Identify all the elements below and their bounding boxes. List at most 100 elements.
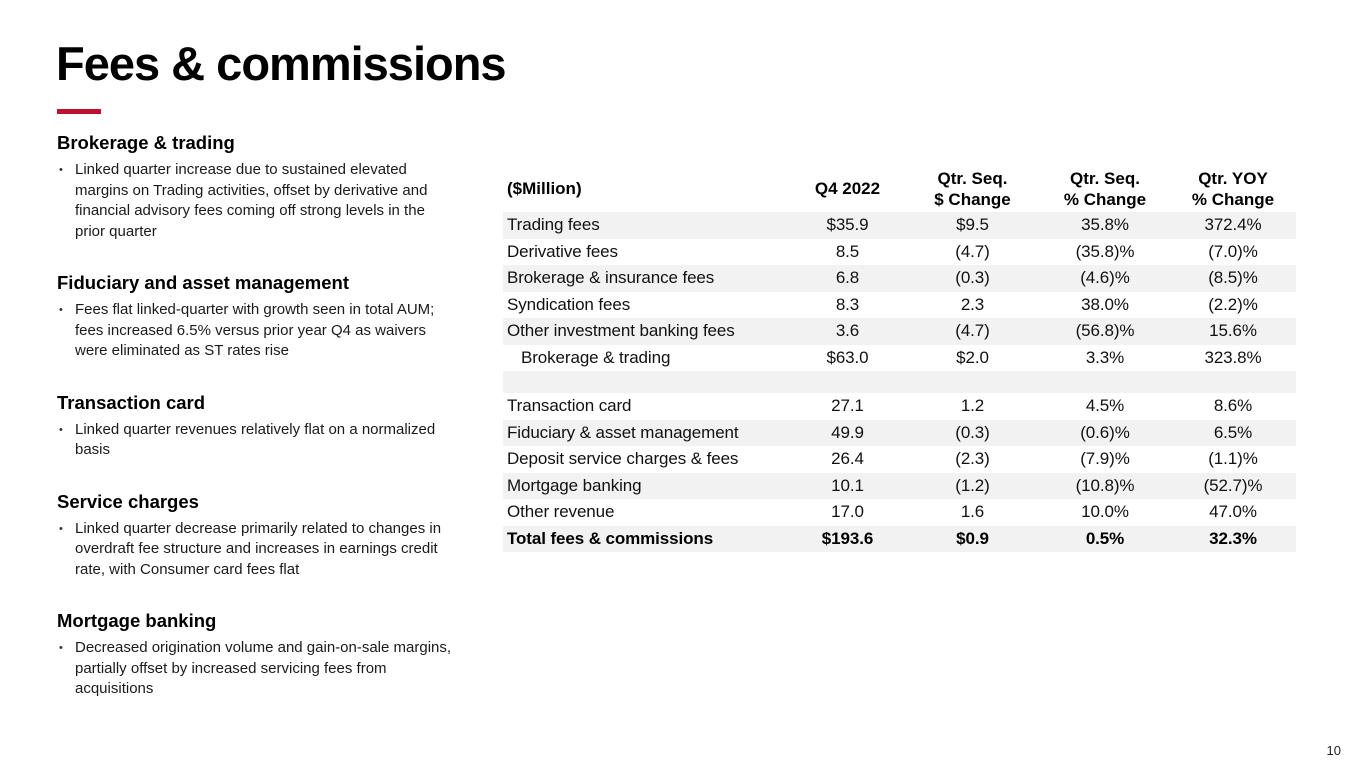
cell-value: (4.7) [955,321,990,341]
section-mortgage-banking: Mortgage banking • Decreased origination… [57,610,459,700]
cell-value: 1.6 [960,502,985,522]
cell-value: $2.0 [956,347,989,367]
cell-value: 26.4 [831,449,864,469]
cell-value: (0.6)% [1080,422,1130,442]
section-service-charges: Service charges • Linked quarter decreas… [57,491,459,581]
header-qtr-yoy-pct-change: Qtr. YOY % Change [1191,168,1275,209]
cell-value: (0.3) [955,422,990,442]
section-fiduciary-asset-management: Fiduciary and asset management • Fees fl… [57,272,459,362]
bullet-item: • Fees flat linked-quarter with growth s… [57,300,459,362]
table-row: Brokerage & trading $63.0 $2.0 3.3% 323.8% [503,345,1296,372]
section-heading: Mortgage banking [57,610,217,631]
section-heading: Brokerage & trading [57,132,235,153]
cell-value: 38.0% [1081,294,1129,314]
commentary-panel: Brokerage & trading • Linked quarter inc… [57,132,459,730]
cell-value: 372.4% [1204,215,1262,235]
cell-value: (56.8)% [1075,321,1135,341]
cell-value: (1.1)% [1208,449,1258,469]
row-label: Other revenue [507,502,615,522]
bullet-marker: • [59,164,63,176]
section-heading: Fiduciary and asset management [57,272,349,293]
row-label: Fiduciary & asset management [507,422,739,442]
table-row: Transaction card 27.1 1.2 4.5% 8.6% [503,393,1296,420]
page-title: Fees & commissions [56,37,507,90]
header-q4-2022: Q4 2022 [814,179,881,198]
title-accent-bar [57,109,101,114]
cell-value: 2.3 [960,294,985,314]
cell-value: 32.3% [1209,528,1257,548]
cell-value: (7.0)% [1208,241,1258,261]
bullet-item: • Decreased origination volume and gain-… [57,638,459,700]
row-label: Syndication fees [507,294,631,314]
table-row: Total fees & commissions $193.6 $0.9 0.5% 32… [503,525,1296,552]
row-label [503,371,790,393]
cell-value [1040,371,1170,393]
table-row: Mortgage banking 10.1 (1.2) (10.8)% (52.7)% [503,472,1296,499]
header-qtr-seq-pct-change: Qtr. Seq. % Change [1063,168,1147,209]
bullet-marker: • [59,304,63,316]
header-qtr-seq-dollar-change: Qtr. Seq. $ Change [934,168,1011,209]
cell-value: 8.5 [835,241,860,261]
cell-value: 49.9 [831,422,864,442]
fees-table: ($Million) Q4 2022 Qtr. Seq. $ Change Qt… [503,165,1296,552]
cell-value: (52.7)% [1203,475,1263,495]
table-row: Fiduciary & asset management 49.9 (0.3) (0.… [503,419,1296,446]
cell-value: (0.3) [955,268,990,288]
cell-value [905,371,1040,393]
page-number: 10 [1326,743,1341,758]
cell-value: 10.1 [831,475,864,495]
cell-value: $63.0 [826,347,869,367]
row-label: Other investment banking fees [507,321,735,341]
cell-value: 6.5% [1213,422,1253,442]
bullet-marker: • [59,642,63,654]
cell-value: (10.8)% [1075,475,1135,495]
table-row: Deposit service charges & fees 26.4 (2.3) (… [503,446,1296,473]
cell-value: 8.6% [1213,396,1253,416]
header-row: ($Million) Q4 2022 Qtr. Seq. $ Change Qt… [503,165,1296,212]
cell-value: 323.8% [1204,347,1262,367]
cell-value: 47.0% [1209,502,1257,522]
fees-commissions-table: ($Million) Q4 2022 Qtr. Seq. $ Change Qt… [503,165,1296,552]
bullet-text: Decreased origination volume and gain-on… [75,639,452,697]
cell-value: (2.2)% [1208,294,1258,314]
table-row: Syndication fees 8.3 2.3 38.0% (2.2)% [503,292,1296,319]
cell-value: 15.6% [1209,321,1257,341]
bullet-text: Linked quarter increase due to sustained… [75,161,428,240]
cell-value: 0.5% [1085,528,1125,548]
cell-value: 6.8 [835,268,860,288]
cell-value: $193.6 [821,528,874,548]
spacer-row [503,371,1296,393]
table-row: Trading fees $35.9 $9.5 35.8% 372.4% [503,212,1296,239]
cell-value [790,371,905,393]
cell-value: $0.9 [956,528,989,548]
table-row: Brokerage & insurance fees 6.8 (0.3) (4.6)%… [503,265,1296,292]
cell-value: 8.3 [835,294,860,314]
cell-value: (1.2) [955,475,990,495]
bullet-marker: • [59,423,63,436]
bullet-item: • Linked quarter increase due to sustain… [57,160,459,242]
bullet-marker: • [59,522,63,535]
fees-table-body: Trading fees $35.9 $9.5 35.8% 372.4% Derivati… [503,212,1296,552]
bullet-text: Fees flat linked-quarter with growth see… [75,301,435,359]
cell-value: (4.6)% [1080,268,1130,288]
row-label: Brokerage & trading [521,347,671,367]
row-label: Brokerage & insurance fees [507,268,715,288]
table-row: Other investment banking fees 3.6 (4.7) (56… [503,318,1296,345]
header-millions: ($Million) [507,179,582,198]
table-row: Derivative fees 8.5 (4.7) (35.8)% (7.0)% [503,239,1296,266]
bullet-text: Linked quarter revenues relatively flat … [75,420,436,459]
table-header: ($Million) Q4 2022 Qtr. Seq. $ Change Qt… [503,165,1296,212]
cell-value: (7.9)% [1080,449,1130,469]
cell-value: 4.5% [1085,396,1125,416]
cell-value: 3.3% [1085,347,1125,367]
cell-value [1170,371,1296,393]
section-transaction-card: Transaction card • Linked quarter revenu… [57,392,459,461]
cell-value: 35.8% [1081,215,1129,235]
cell-value: 3.6 [835,321,860,341]
cell-value: $35.9 [826,215,869,235]
cell-value: 10.0% [1081,502,1129,522]
bullet-item: • Linked quarter decrease primarily rela… [57,519,459,581]
cell-value: 27.1 [831,396,864,416]
section-heading: Transaction card [57,391,206,413]
cell-value: (35.8)% [1075,241,1135,261]
